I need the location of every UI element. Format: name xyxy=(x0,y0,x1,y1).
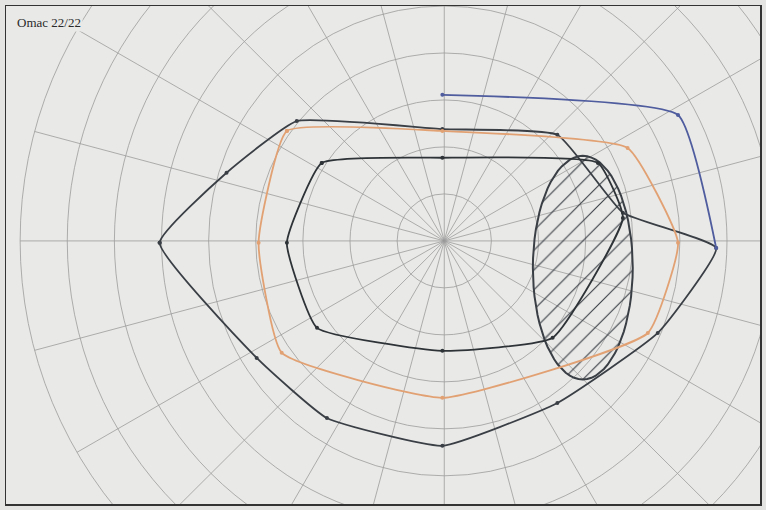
svg-text:Omac 22/22: Omac 22/22 xyxy=(17,15,81,30)
